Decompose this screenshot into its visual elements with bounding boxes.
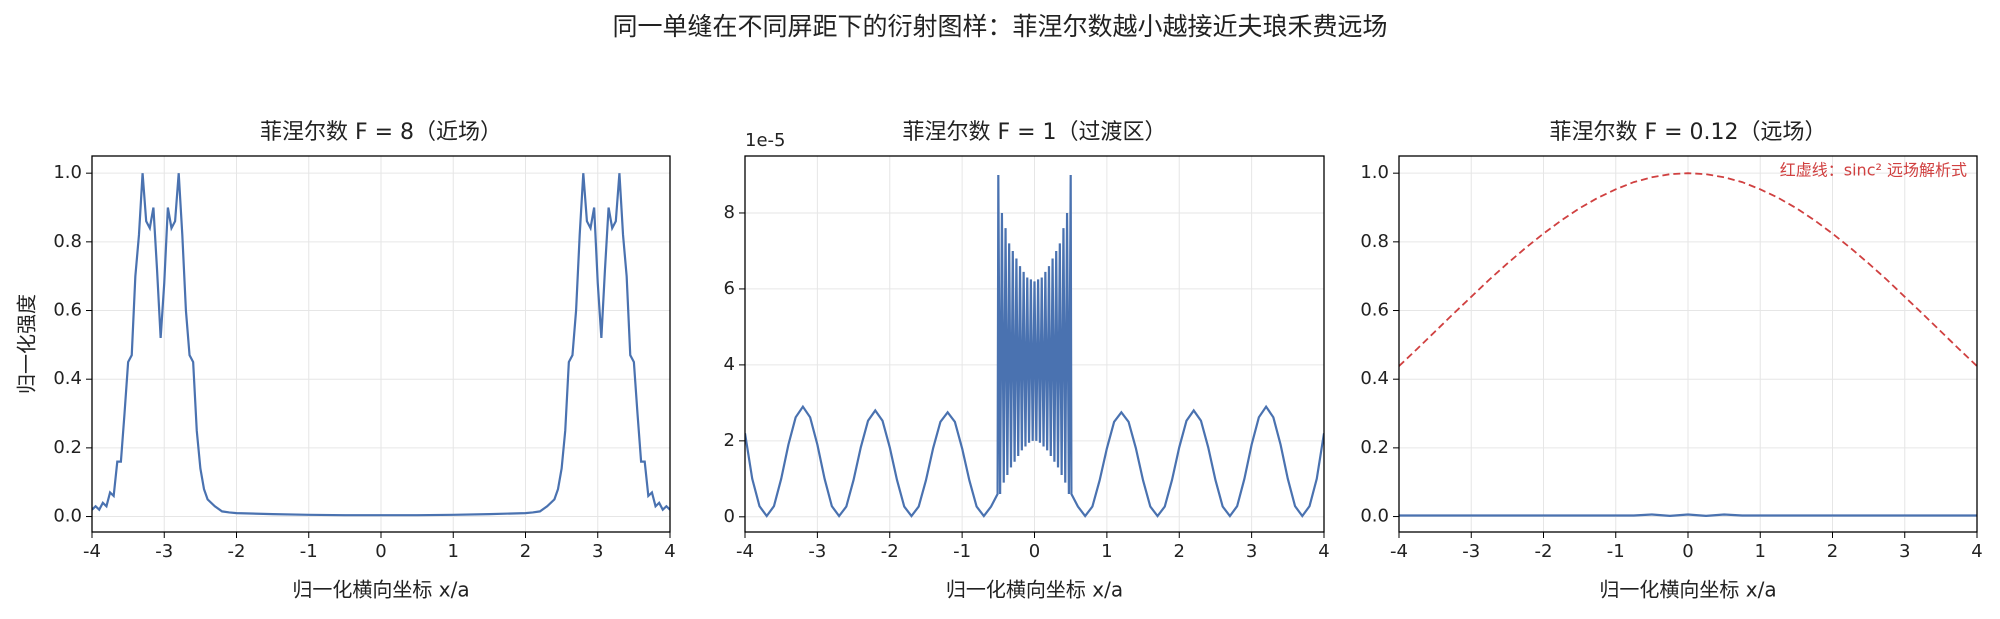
y-tick-label: 1.0 <box>1360 162 1389 183</box>
y-tick-label: 0.6 <box>1360 300 1389 321</box>
x-tick-label: 0 <box>1029 541 1040 562</box>
y-axis-title: 归一化强度 <box>15 294 39 394</box>
data-line <box>1399 172 1977 367</box>
offset-label: 1e-5 <box>745 130 785 151</box>
y-tick-label: 6 <box>724 278 735 299</box>
x-tick-label: -2 <box>1535 541 1553 562</box>
x-tick-label: -4 <box>1390 541 1408 562</box>
y-tick-label: 1.0 <box>53 162 82 183</box>
x-tick-label: 2 <box>520 541 531 562</box>
x-tick-label: 3 <box>1899 541 1910 562</box>
y-tick-label: 4 <box>724 354 735 375</box>
axes-frame <box>1398 155 1978 533</box>
x-tick-label: -2 <box>881 541 899 562</box>
figure-title: 同一单缝在不同屏距下的衍射图样：菲涅尔数越小越接近夫琅禾费远场 <box>612 12 1387 41</box>
x-axis-title: 归一化横向坐标 x/a <box>946 578 1123 602</box>
x-tick-label: 2 <box>1174 541 1185 562</box>
y-tick-label: 0.8 <box>1360 231 1389 252</box>
y-tick-label: 8 <box>724 202 735 223</box>
x-tick-label: 4 <box>1318 541 1329 562</box>
x-tick-label: -1 <box>953 541 971 562</box>
y-tick-label: 0.0 <box>53 506 82 527</box>
x-tick-label: 3 <box>1246 541 1257 562</box>
axes-frame <box>744 155 1325 533</box>
x-tick-label: -2 <box>228 541 246 562</box>
data-line <box>1399 513 1977 517</box>
x-tick-label: 2 <box>1827 541 1838 562</box>
data-line <box>92 173 670 517</box>
x-tick-label: 1 <box>1755 541 1766 562</box>
x-tick-label: 1 <box>448 541 459 562</box>
x-tick-label: 0 <box>1682 541 1693 562</box>
x-tick-label: -3 <box>1462 541 1480 562</box>
data-line <box>745 174 1324 518</box>
x-tick-label: 4 <box>664 541 675 562</box>
x-tick-label: -4 <box>736 541 754 562</box>
y-tick-label: 0.2 <box>53 437 82 458</box>
y-tick-label: 0.0 <box>1360 506 1389 527</box>
x-axis-title: 归一化横向坐标 x/a <box>292 578 469 602</box>
x-tick-label: -3 <box>155 541 173 562</box>
annotation: 红虚线：sinc² 远场解析式 <box>1780 161 1967 180</box>
y-tick-label: 0 <box>724 506 735 527</box>
x-tick-label: 1 <box>1101 541 1112 562</box>
y-tick-label: 2 <box>724 430 735 451</box>
x-axis-title: 归一化横向坐标 x/a <box>1599 578 1776 602</box>
x-tick-label: 4 <box>1971 541 1982 562</box>
x-tick-label: 0 <box>375 541 386 562</box>
y-tick-label: 0.4 <box>1360 368 1389 389</box>
chart-title: 菲涅尔数 F = 1（过渡区） <box>902 120 1166 145</box>
x-tick-label: -3 <box>808 541 826 562</box>
chart-title: 菲涅尔数 F = 0.12（远场） <box>1549 120 1826 145</box>
y-tick-label: 0.6 <box>53 300 82 321</box>
y-tick-label: 0.8 <box>53 231 82 252</box>
y-tick-label: 0.4 <box>53 368 82 389</box>
y-tick-label: 0.2 <box>1360 437 1389 458</box>
axes-frame <box>91 155 671 533</box>
x-tick-label: -1 <box>1607 541 1625 562</box>
x-tick-label: -4 <box>83 541 101 562</box>
chart-title: 菲涅尔数 F = 8（近场） <box>260 120 502 145</box>
x-tick-label: 3 <box>592 541 603 562</box>
x-tick-label: -1 <box>300 541 318 562</box>
